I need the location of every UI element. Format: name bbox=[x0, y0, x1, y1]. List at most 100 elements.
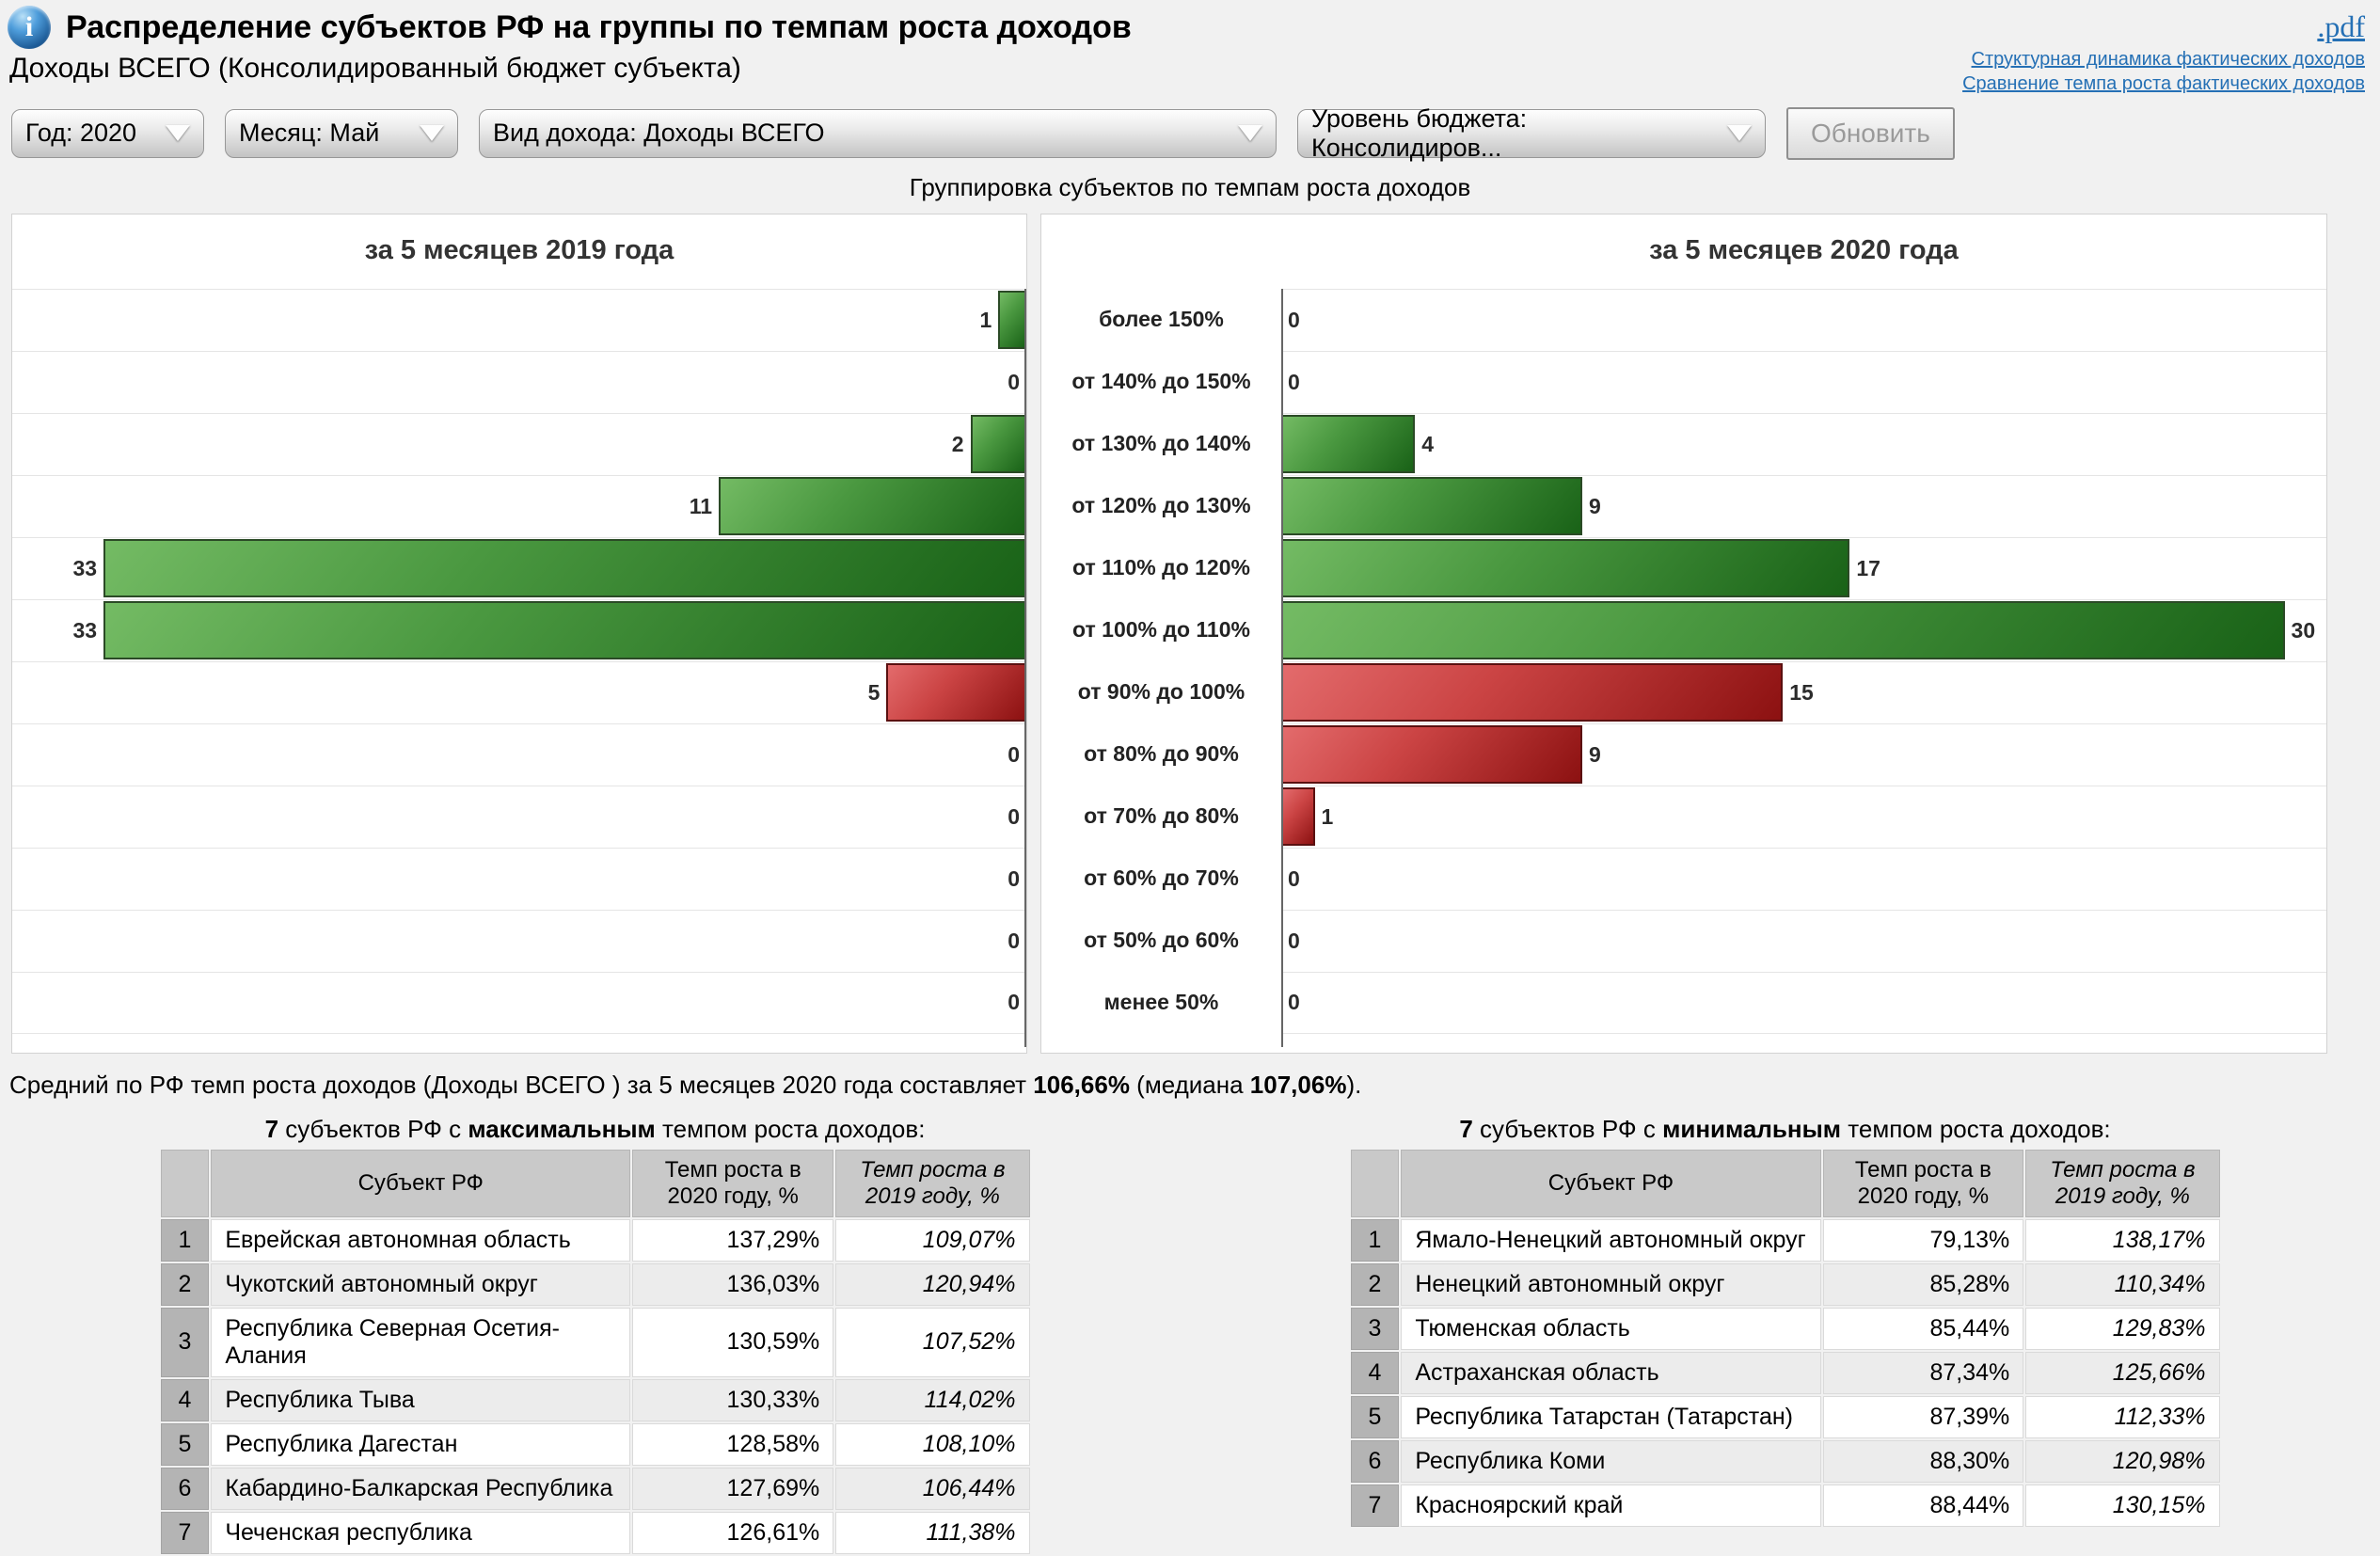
growth-2019-value: 129,83% bbox=[2025, 1307, 2220, 1350]
subject-name: Республика Северная Осетия-Алания bbox=[211, 1307, 631, 1377]
growth-2019-value: 114,02% bbox=[835, 1378, 1030, 1421]
bar-value-label: 15 bbox=[1789, 679, 1814, 705]
row-rank: 3 bbox=[1350, 1307, 1400, 1350]
table-row: 5 Республика Дагестан 128,58% 108,10% bbox=[160, 1422, 1030, 1466]
chart-row: 0 bbox=[1281, 350, 2326, 413]
summary-suffix: ). bbox=[1346, 1070, 1362, 1099]
category-label: менее 50% bbox=[1103, 990, 1219, 1015]
bar-right-3 bbox=[1281, 477, 1582, 536]
bar-value-label: 5 bbox=[867, 679, 881, 705]
row-rank: 1 bbox=[160, 1218, 210, 1262]
table-header-row: Субъект РФ Темп роста в 2020 году, % Тем… bbox=[1350, 1149, 2220, 1217]
chart-row: 0 bbox=[12, 350, 1026, 413]
growth-2019-value: 138,17% bbox=[2025, 1218, 2220, 1262]
growth-2019-column-header: Темп роста в 2019 году, % bbox=[835, 1149, 1030, 1217]
table-row: 7 Красноярский край 88,44% 130,15% bbox=[1350, 1484, 2220, 1527]
bar-right-8 bbox=[1281, 787, 1315, 847]
growth-2019-value: 111,38% bbox=[835, 1511, 1030, 1554]
chart-row: 2 bbox=[12, 412, 1026, 475]
growth-2020-value: 87,39% bbox=[1822, 1395, 2024, 1438]
bar-value-label: 0 bbox=[1008, 369, 1020, 394]
table-header-row: Субъект РФ Темп роста в 2020 году, % Тем… bbox=[160, 1149, 1030, 1217]
row-rank: 6 bbox=[1350, 1439, 1400, 1483]
growth-2019-value: 110,34% bbox=[2025, 1262, 2220, 1306]
year-dropdown[interactable]: Год: 2020 bbox=[11, 108, 204, 158]
subject-name: Республика Дагестан bbox=[211, 1422, 631, 1466]
bar-value-label: 33 bbox=[72, 555, 98, 580]
table-row: 3 Республика Северная Осетия-Алания 130,59… bbox=[160, 1307, 1030, 1377]
page-title: Распределение субъектов РФ на группы по … bbox=[66, 8, 1132, 45]
subject-name: Еврейская автономная область bbox=[211, 1218, 631, 1262]
structural-dynamics-link[interactable]: Структурная динамика фактических доходов bbox=[1971, 48, 2365, 70]
bar-value-label: 1 bbox=[1321, 803, 1334, 829]
month-dropdown[interactable]: Месяц: Май bbox=[225, 108, 458, 158]
min-growth-table: Субъект РФ Темп роста в 2020 году, % Тем… bbox=[1349, 1148, 2222, 1529]
rank-column-header bbox=[160, 1149, 210, 1217]
category-label: от 110% до 120% bbox=[1072, 555, 1250, 580]
bar-value-label: 0 bbox=[1008, 741, 1020, 767]
table-row: 6 Республика Коми 88,30% 120,98% bbox=[1350, 1439, 2220, 1483]
table-row: 2 Ненецкий автономный округ 85,28% 110,34% bbox=[1350, 1262, 2220, 1306]
growth-2020-value: 130,33% bbox=[632, 1378, 834, 1421]
info-icon[interactable]: i bbox=[8, 6, 51, 49]
growth-2019-value: 108,10% bbox=[835, 1422, 1030, 1466]
row-rank: 7 bbox=[1350, 1484, 1400, 1527]
bar-left-5 bbox=[103, 601, 1026, 660]
growth-2019-value: 125,66% bbox=[2025, 1351, 2220, 1394]
growth-2019-value: 120,98% bbox=[2025, 1439, 2220, 1483]
bar-left-6 bbox=[886, 663, 1026, 722]
page-header: i Распределение субъектов РФ на группы п… bbox=[0, 0, 2380, 96]
chart-row: 0 bbox=[12, 909, 1026, 972]
pdf-link[interactable]: .pdf bbox=[2317, 9, 2365, 43]
bar-value-label: 1 bbox=[979, 307, 992, 332]
table-row: 5 Республика Татарстан (Татарстан) 87,39% 1… bbox=[1350, 1395, 2220, 1438]
chart-row: 9 bbox=[1281, 474, 2326, 537]
growth-2020-value: 85,44% bbox=[1822, 1307, 2024, 1350]
budget-level-dropdown-label: Уровень бюджета: Консолидиров... bbox=[1311, 103, 1528, 162]
growth-2019-value: 120,94% bbox=[835, 1262, 1030, 1306]
growth-2020-value: 79,13% bbox=[1822, 1218, 2024, 1262]
budget-level-dropdown[interactable]: Уровень бюджета: Консолидиров... bbox=[1297, 104, 1766, 162]
growth-2020-value: 87,34% bbox=[1822, 1351, 2024, 1394]
refresh-button[interactable]: Обновить bbox=[1786, 106, 1955, 160]
row-rank: 2 bbox=[1350, 1262, 1400, 1306]
row-rank: 4 bbox=[160, 1378, 210, 1421]
growth-comparison-link[interactable]: Сравнение темпа роста фактических доходо… bbox=[1962, 72, 2365, 94]
bar-left-0 bbox=[998, 291, 1026, 350]
charts-area: за 5 месяцев 2019 года 1 0 2 11 33 33 5 0 0 0 0 0 з… bbox=[0, 213, 2380, 1054]
max-growth-table: Субъект РФ Темп роста в 2020 году, % Тем… bbox=[159, 1148, 1032, 1556]
bar-left-2 bbox=[970, 415, 1026, 474]
chart-row: 1 bbox=[1281, 785, 2326, 848]
chart-row: 11 bbox=[12, 474, 1026, 537]
chart-row: 0 bbox=[12, 971, 1026, 1034]
chevron-down-icon bbox=[420, 125, 444, 142]
bar-value-label: 0 bbox=[1288, 865, 1300, 891]
month-dropdown-label: Месяц: Май bbox=[239, 119, 380, 148]
chart-row: 0 bbox=[12, 722, 1026, 786]
subject-name: Республика Тыва bbox=[211, 1378, 631, 1421]
table-row: 4 Республика Тыва 130,33% 114,02% bbox=[160, 1378, 1030, 1421]
chart-row: 33 bbox=[12, 536, 1026, 599]
chart-row: 0 bbox=[12, 785, 1026, 848]
row-rank: 6 bbox=[160, 1467, 210, 1510]
row-rank: 2 bbox=[160, 1262, 210, 1306]
category-label: от 100% до 110% bbox=[1072, 617, 1250, 643]
bar-value-label: 2 bbox=[951, 431, 964, 456]
bar-right-4 bbox=[1281, 539, 1850, 598]
summary-median-value: 107,06% bbox=[1249, 1070, 1347, 1099]
chart-2020-plot: 0 0 4 9 17 30 15 9 1 0 0 0 bbox=[1281, 288, 2326, 1047]
bar-value-label: 4 bbox=[1421, 431, 1434, 456]
income-type-dropdown[interactable]: Вид дохода: Доходы ВСЕГО bbox=[479, 108, 1277, 158]
growth-2020-value: 128,58% bbox=[632, 1422, 834, 1466]
chart-2020-title: за 5 месяцев 2020 года bbox=[1649, 234, 1959, 265]
growth-2019-value: 112,33% bbox=[2025, 1395, 2220, 1438]
chart-row: 30 bbox=[1281, 598, 2326, 661]
growth-2019-value: 106,44% bbox=[835, 1467, 1030, 1510]
year-dropdown-label: Год: 2020 bbox=[25, 119, 137, 148]
growth-2020-value: 130,59% bbox=[632, 1307, 834, 1377]
bar-right-5 bbox=[1281, 601, 2285, 660]
chevron-down-icon bbox=[1727, 125, 1752, 142]
subject-name: Кабардино-Балкарская Республика bbox=[211, 1467, 631, 1510]
row-rank: 3 bbox=[160, 1307, 210, 1377]
bar-left-3 bbox=[719, 477, 1026, 536]
